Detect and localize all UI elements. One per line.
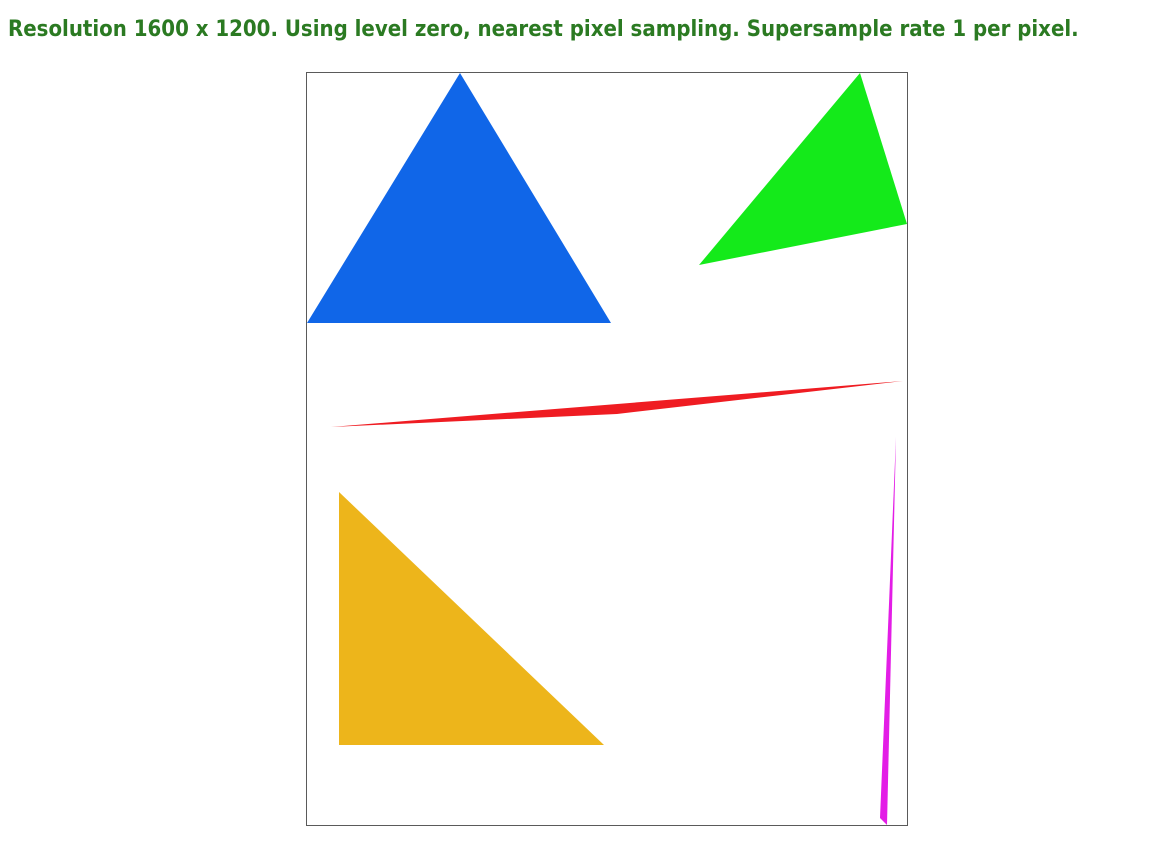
yellow-triangle — [339, 492, 604, 745]
green-triangle — [699, 73, 907, 265]
red-sliver-triangle — [331, 381, 903, 427]
render-svg — [307, 73, 907, 825]
magenta-sliver-triangle — [880, 437, 896, 825]
blue-triangle — [307, 73, 611, 323]
render-status-message: Resolution 1600 x 1200. Using level zero… — [8, 17, 1079, 42]
render-canvas[interactable] — [306, 72, 908, 826]
